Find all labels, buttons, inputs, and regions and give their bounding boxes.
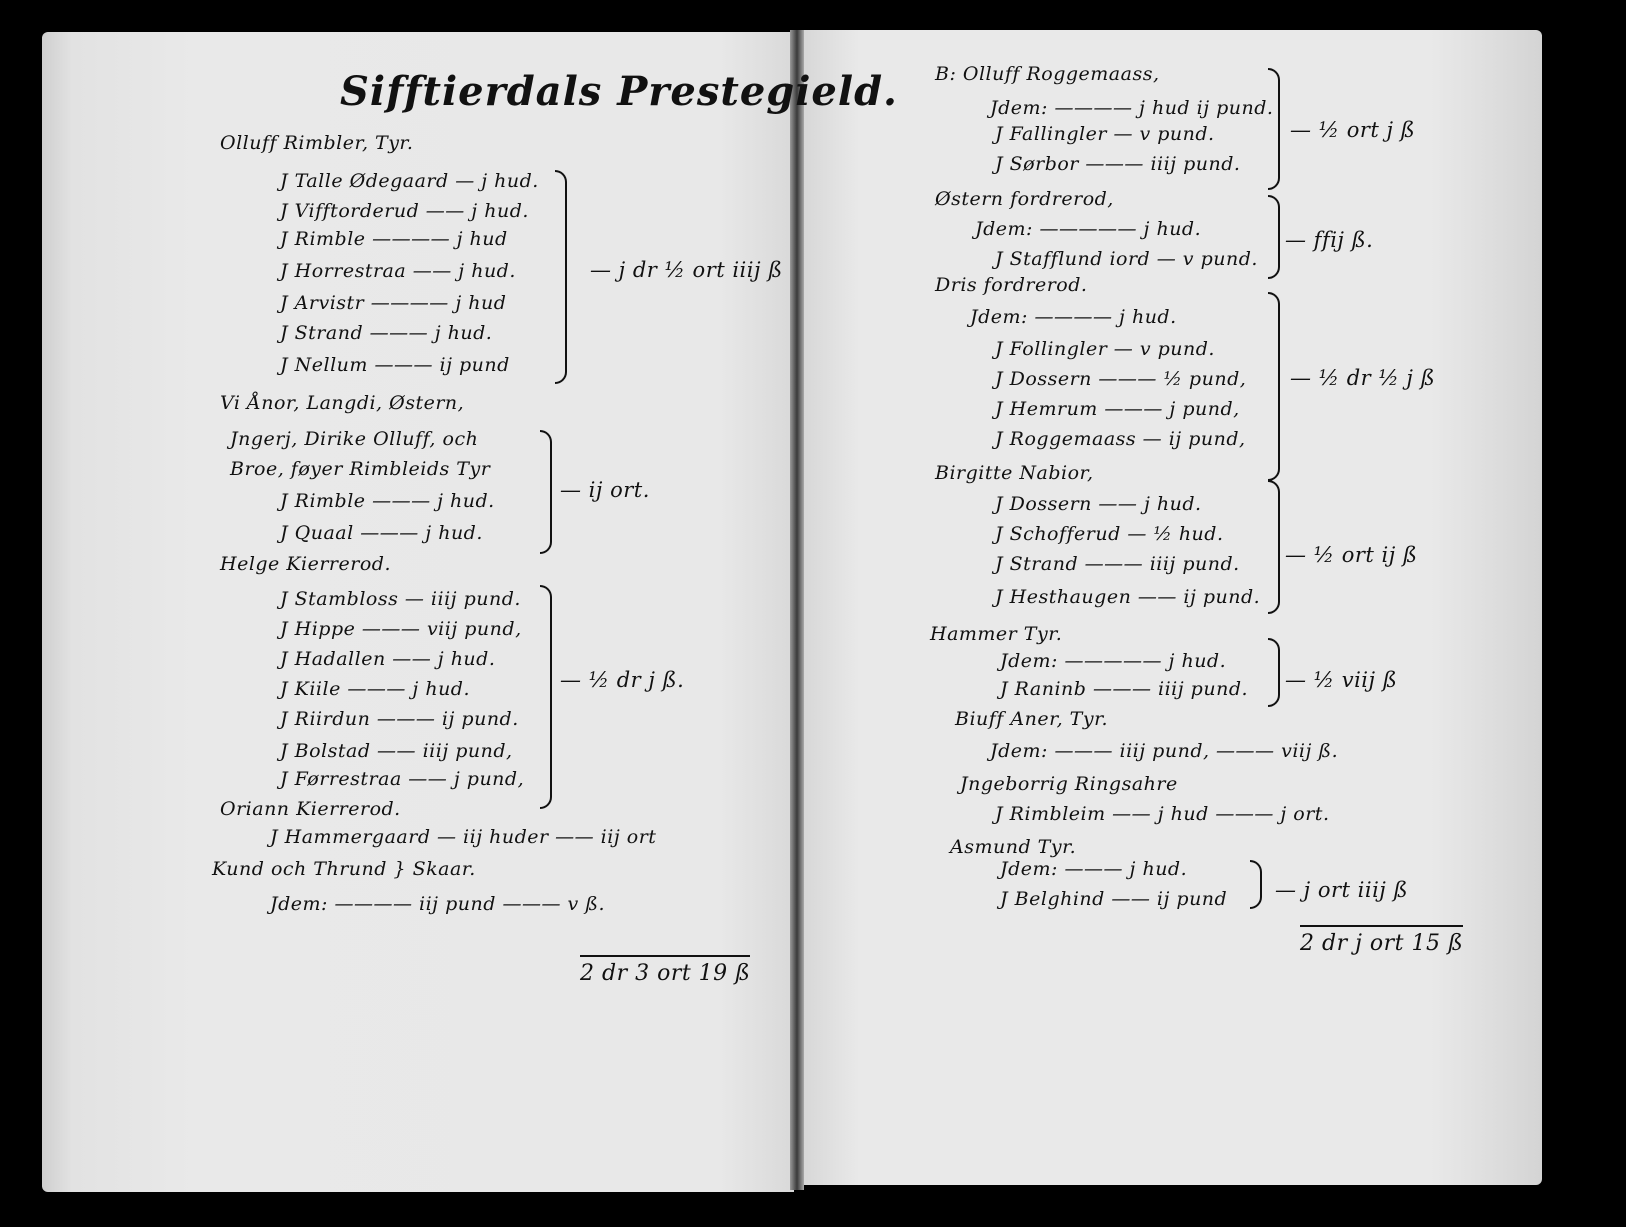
curly-brace (1268, 480, 1280, 614)
manuscript-line: J Stafflund iord — v pund. (995, 248, 1258, 270)
manuscript-line: J Nellum ——— ij pund (280, 354, 510, 376)
manuscript-line: J Strand ——— iiij pund. (995, 553, 1240, 575)
manuscript-line: Birgitte Nabior, (935, 462, 1094, 484)
subtotal: — j dr ½ ort iiij ß (590, 258, 783, 282)
manuscript-line: J Belghind —— ij pund (1000, 888, 1228, 910)
curly-brace (1268, 292, 1280, 481)
manuscript-line: Olluff Rimbler, Tyr. (220, 132, 414, 154)
manuscript-line: J Riirdun ——— ij pund. (280, 708, 519, 730)
grand-total: 2 dr 3 ort 19 ß (580, 955, 751, 986)
curly-brace (540, 430, 552, 554)
manuscript-line: J Raninb ——— iiij pund. (1000, 678, 1249, 700)
curly-brace (1268, 68, 1280, 190)
subtotal: — ½ dr ½ j ß (1290, 366, 1436, 390)
manuscript-line: J Vifftorderud —— j hud. (280, 200, 529, 222)
manuscript-line: J Follingler — v pund. (995, 338, 1215, 360)
manuscript-line: J Roggemaass — ij pund, (995, 428, 1246, 450)
subtotal: — ffij ß. (1285, 228, 1374, 252)
manuscript-line: Jdem: ——— j hud. (1000, 858, 1188, 880)
manuscript-line: Vi Ånor, Langdi, Østern, (220, 392, 465, 414)
curly-brace (540, 585, 552, 809)
manuscript-line: J Talle Ødegaard — j hud. (280, 170, 539, 192)
manuscript-line: J Rimbleim —— j hud ——— j ort. (995, 803, 1330, 825)
manuscript-line: Østern fordrerod, (935, 188, 1114, 210)
manuscript-line: J Hammergaard — iij huder —— iij ort (270, 826, 657, 848)
manuscript-line: J Stambloss — iiij pund. (280, 588, 521, 610)
manuscript-line: J Arvistr ———— j hud (280, 292, 507, 314)
subtotal: — ½ viij ß (1285, 668, 1398, 692)
subtotal: — ½ dr j ß. (560, 668, 685, 692)
manuscript-line: Broe, føyer Rimbleids Tyr (230, 458, 491, 480)
manuscript-line: J Horrestraa —— j hud. (280, 260, 516, 282)
subtotal: — ij ort. (560, 478, 650, 502)
curly-brace (1268, 638, 1280, 707)
manuscript-line: B: Olluff Roggemaass, (935, 63, 1160, 85)
manuscript-line: Jngerj, Dirike Olluff, och (230, 428, 479, 450)
page-title: Sifftierdals Prestegield. (340, 68, 898, 115)
manuscript-line: Asmund Tyr. (950, 836, 1077, 858)
manuscript-line: Helge Kierrerod. (220, 553, 391, 575)
manuscript-line: Jdem: ———— j hud ij pund. (990, 97, 1274, 119)
manuscript-line: Jdem: ——— iiij pund, ——— viij ß. (990, 740, 1339, 762)
manuscript-line: J Rimble ——— j hud. (280, 490, 495, 512)
manuscript-line: J Quaal ——— j hud. (280, 522, 483, 544)
subtotal: — ½ ort j ß (1290, 118, 1416, 142)
grand-total: 2 dr j ort 15 ß (1300, 925, 1464, 956)
manuscript-line: Oriann Kierrerod. (220, 798, 401, 820)
manuscript-line: Jngeborrig Ringsahre (960, 773, 1178, 795)
manuscript-line: J Bolstad —— iiij pund, (280, 740, 513, 762)
manuscript-line: J Sørbor ——— iiij pund. (995, 153, 1241, 175)
manuscript-line: J Førrestraa —— j pund, (280, 768, 525, 790)
manuscript-line: J Hippe ——— viij pund, (280, 618, 522, 640)
manuscript-line: J Strand ——— j hud. (280, 322, 493, 344)
manuscript-line: Jdem: ———— iij pund ——— v ß. (270, 893, 605, 915)
manuscript-line: J Dossern ——— ½ pund, (995, 368, 1247, 390)
manuscript-line: J Hadallen —— j hud. (280, 648, 496, 670)
manuscript-line: Jdem: ————— j hud. (975, 218, 1202, 240)
manuscript-line: J Rimble ———— j hud (280, 228, 508, 250)
manuscript-line: Biuff Aner, Tyr. (955, 708, 1109, 730)
manuscript-line: J Hesthaugen —— ij pund. (995, 586, 1261, 608)
manuscript-line: J Fallingler — v pund. (995, 123, 1215, 145)
manuscript-line: Hammer Tyr. (930, 623, 1063, 645)
left-page (42, 32, 794, 1192)
curly-brace (555, 170, 567, 384)
subtotal: — ½ ort ij ß (1285, 543, 1418, 567)
manuscript-line: Jdem: ———— j hud. (970, 306, 1177, 328)
book-gutter (790, 30, 804, 1190)
manuscript-line: J Hemrum ——— j pund, (995, 398, 1240, 420)
manuscript-line: J Kiile ——— j hud. (280, 678, 471, 700)
curly-brace (1268, 195, 1280, 279)
right-page (800, 30, 1542, 1185)
manuscript-line: J Schofferud — ½ hud. (995, 523, 1224, 545)
manuscript-line: J Dossern —— j hud. (995, 493, 1202, 515)
manuscript-line: Dris fordrerod. (935, 274, 1088, 296)
manuscript-line: Kund och Thrund } Skaar. (212, 858, 476, 880)
curly-brace (1250, 860, 1262, 909)
subtotal: — j ort iiij ß (1275, 878, 1409, 902)
manuscript-line: Jdem: ————— j hud. (1000, 650, 1227, 672)
